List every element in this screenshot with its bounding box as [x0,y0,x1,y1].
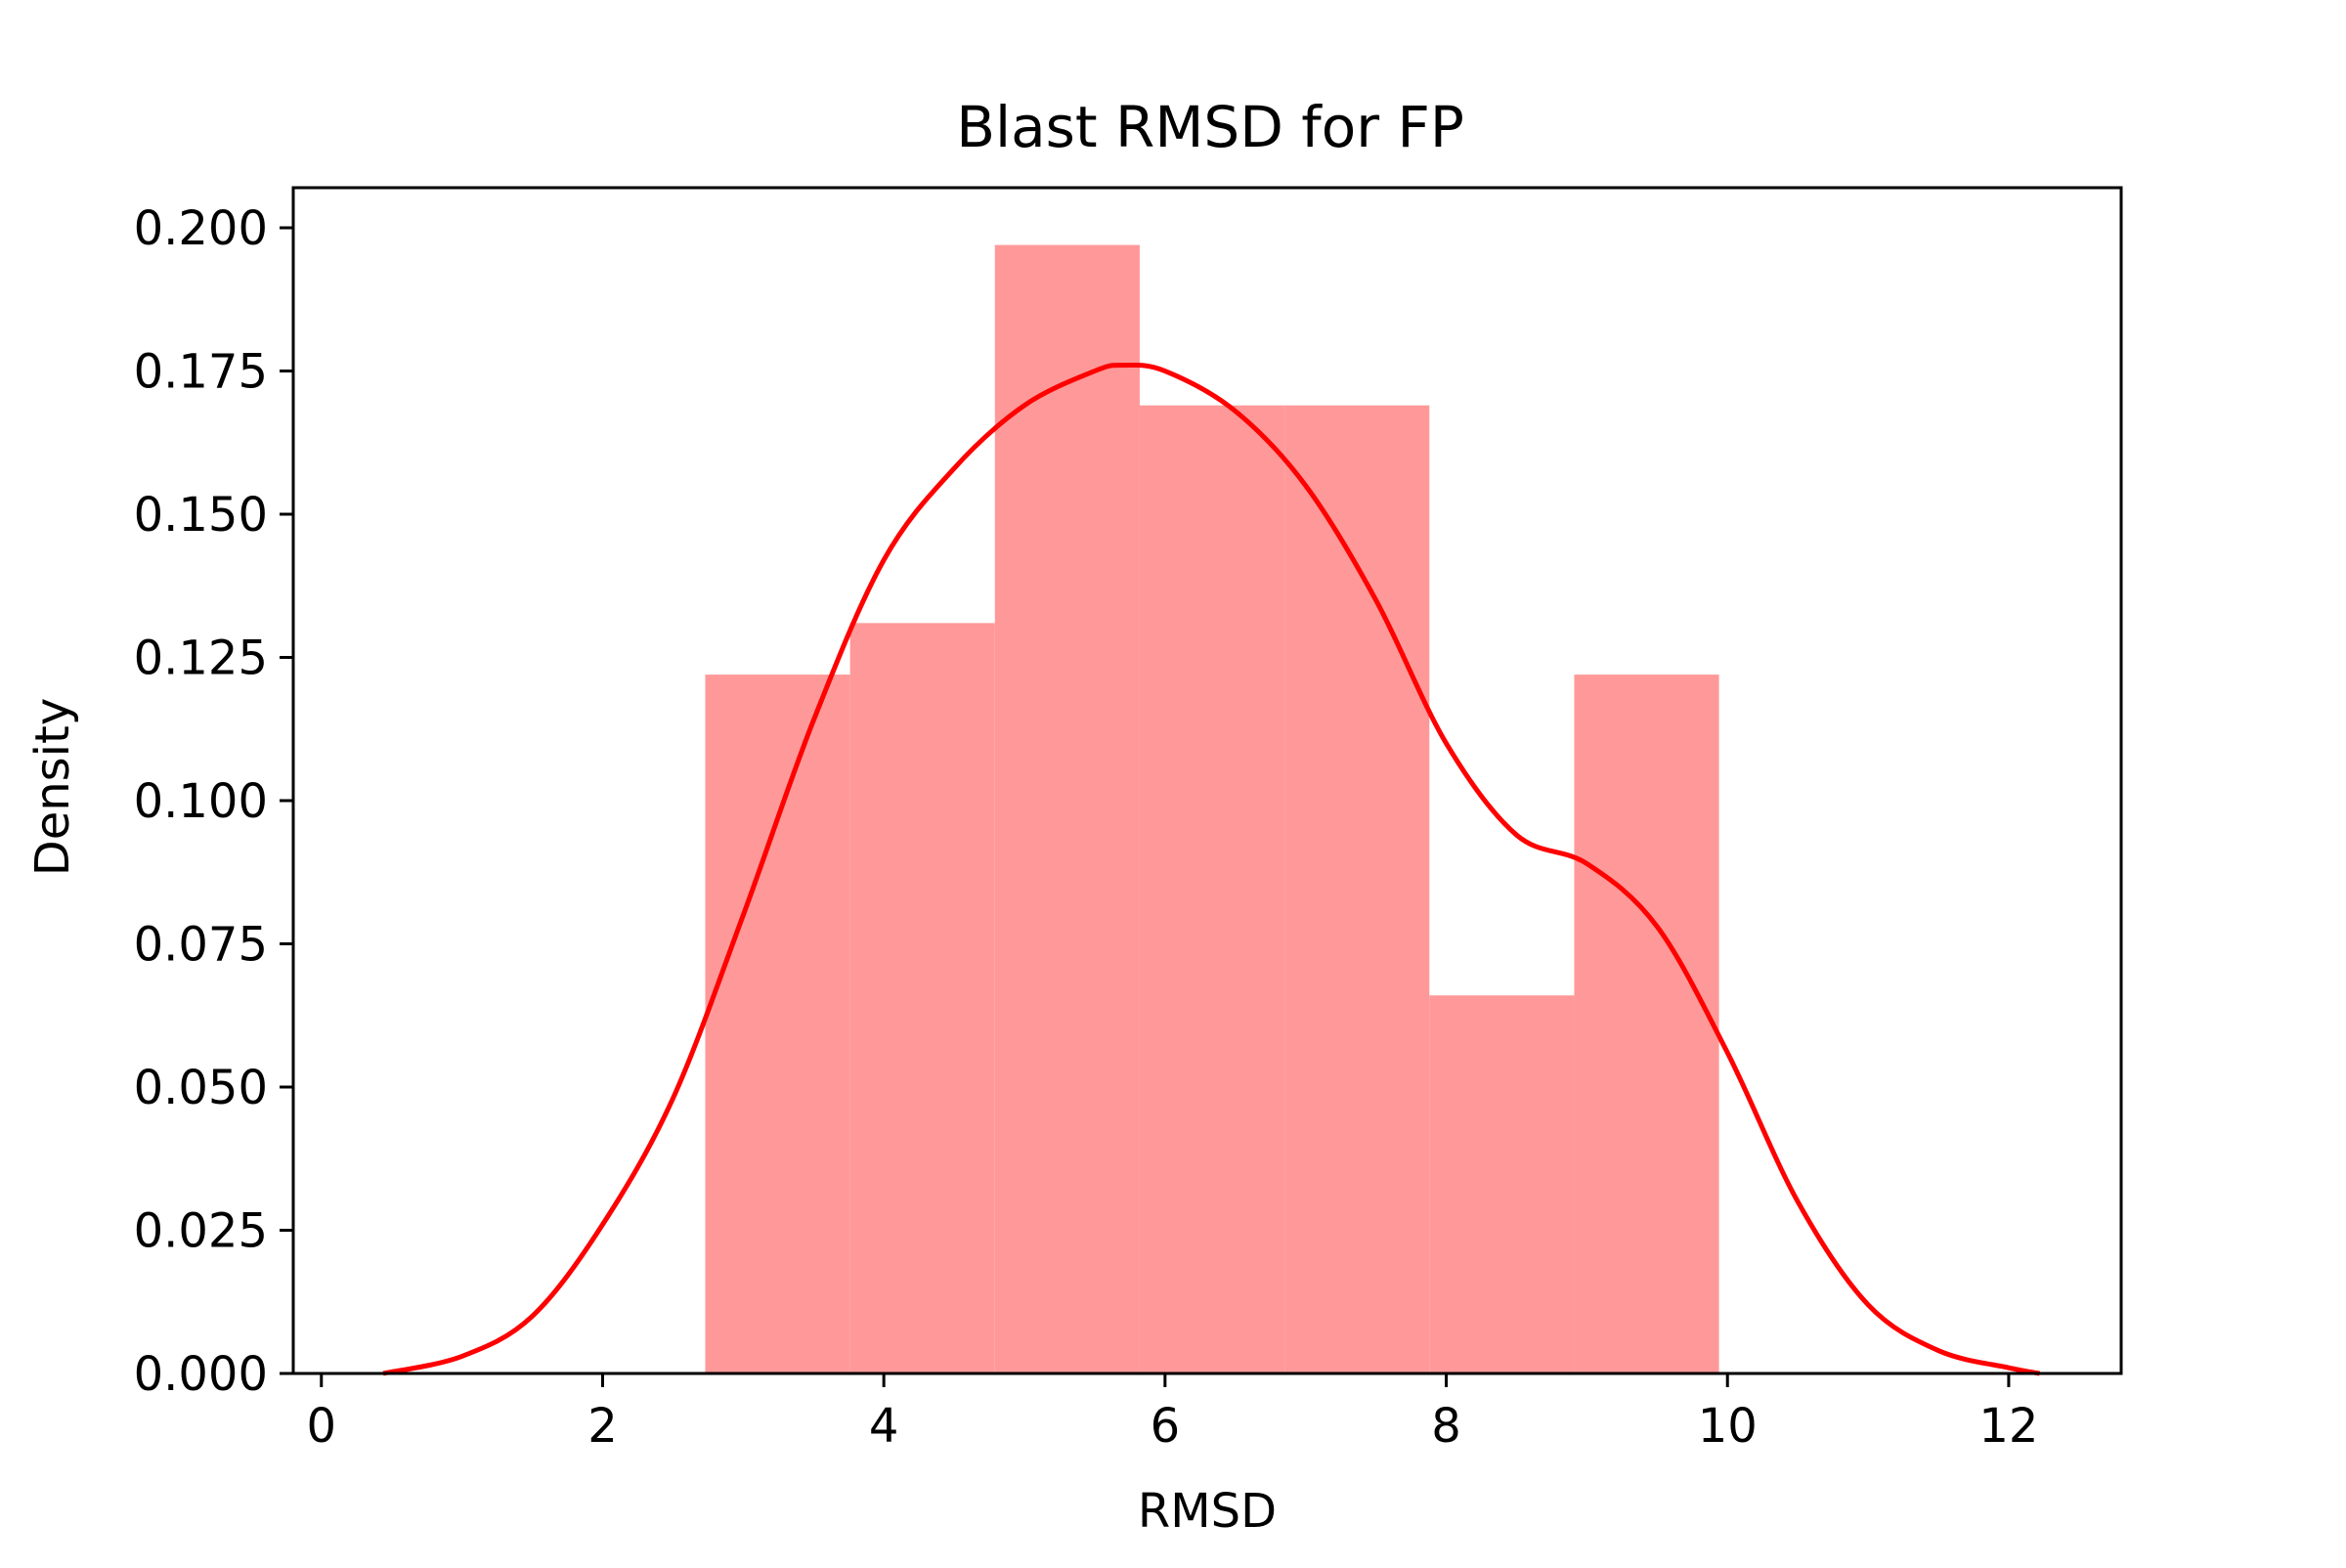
y-tick-label: 0.200 [134,201,268,256]
x-tick-label: 0 [306,1399,336,1454]
x-axis-label: RMSD [1138,1484,1277,1539]
x-tick-label: 4 [869,1399,899,1454]
y-axis-label: Density [25,698,80,876]
y-tick-label: 0.050 [134,1061,268,1115]
plot-frame [291,186,2123,1375]
x-tick-label: 8 [1431,1399,1461,1454]
x-tick-label: 10 [1698,1399,1758,1454]
x-tick-label: 6 [1151,1399,1181,1454]
x-tick-label: 2 [587,1399,618,1454]
histogram-bar [1429,995,1575,1373]
histogram-bar [705,675,850,1373]
x-tick-label: 12 [1978,1399,2038,1454]
histogram-bar [849,623,995,1373]
y-tick-label: 0.000 [134,1347,268,1402]
kde-curve-layer [382,362,2041,1376]
y-axis-ticks: 0.000 0.025 0.050 0.075 0.100 0.125 0.150 0.175… [134,201,293,1402]
y-tick-label: 0.125 [134,632,268,686]
histogram-bars [705,244,1719,1374]
histogram-bar [1284,405,1430,1373]
y-tick-label: 0.025 [134,1204,268,1259]
chart-title: Blast RMSD for FP [956,94,1464,160]
histogram-bar [994,244,1140,1374]
kde-density-line [382,362,2041,1376]
y-tick-label: 0.175 [134,345,268,400]
y-tick-label: 0.100 [134,774,268,829]
y-tick-label: 0.075 [134,918,268,973]
x-axis-ticks: 0 2 4 6 8 10 12 [306,1373,2038,1454]
y-tick-label: 0.150 [134,488,268,543]
histogram-bar [1574,675,1719,1373]
histogram-bar [1139,405,1285,1373]
